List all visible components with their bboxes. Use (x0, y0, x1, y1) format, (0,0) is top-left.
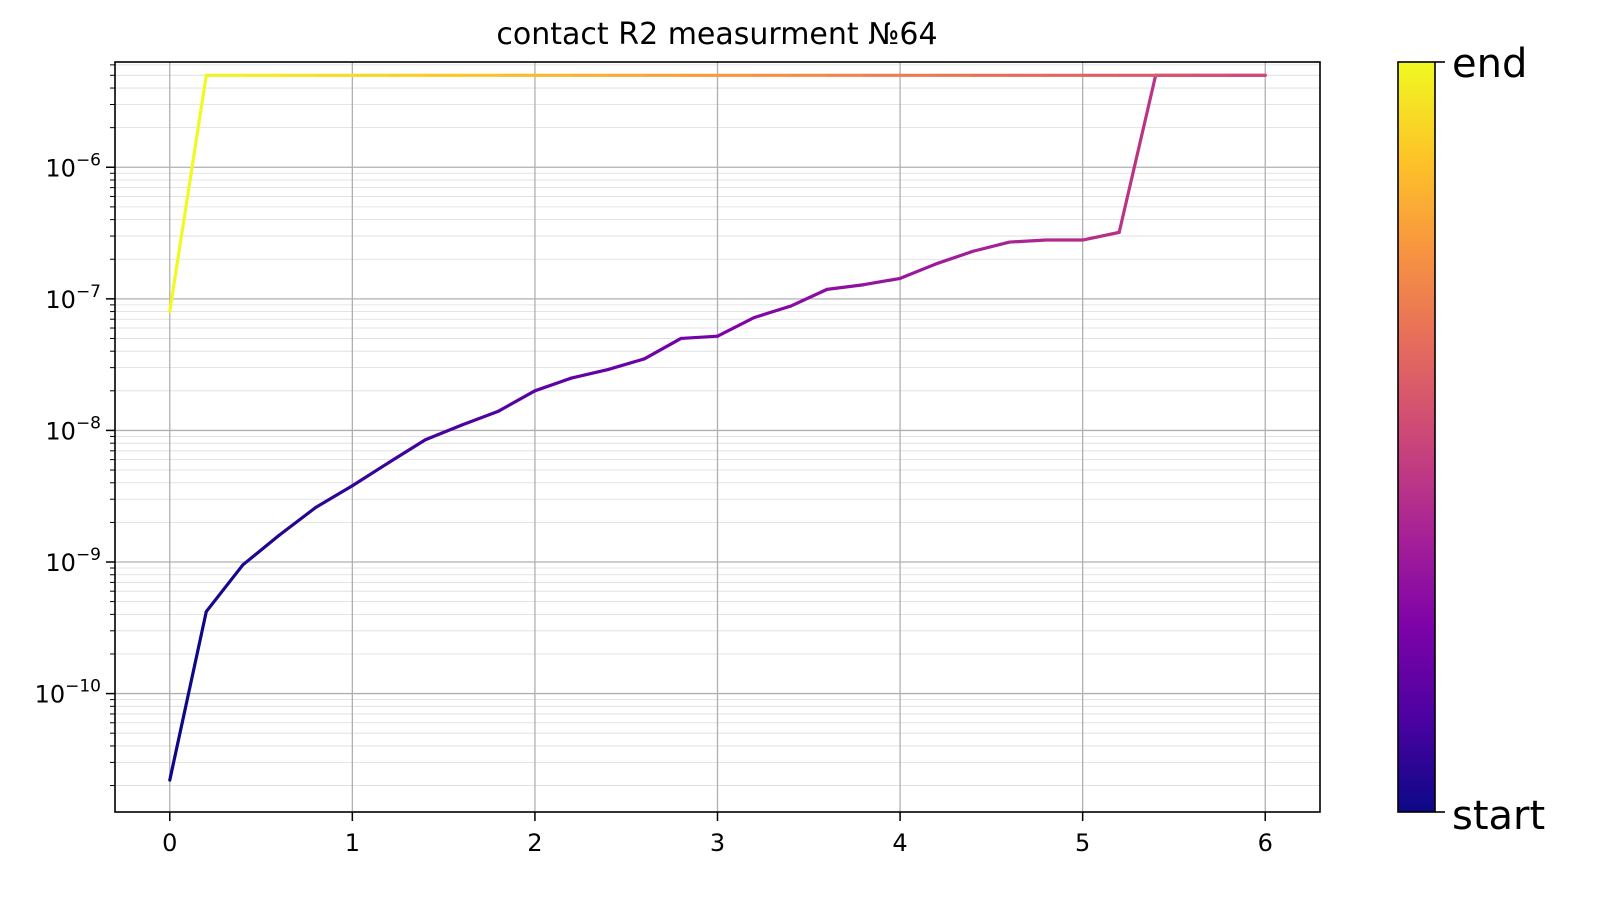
y-tick-label: 10−7 (45, 282, 101, 314)
line-segment (898, 262, 939, 281)
line-segment (277, 505, 318, 537)
line-segment (168, 609, 208, 782)
line-segment (168, 73, 208, 314)
line-segment (1081, 230, 1121, 242)
line-segment (350, 460, 391, 488)
line-segment (569, 367, 610, 380)
line-segment (204, 563, 245, 614)
line-segment (1008, 238, 1048, 244)
x-tick-label: 2 (527, 829, 542, 857)
line-segment (679, 334, 720, 341)
x-tick-label: 1 (345, 829, 360, 857)
x-axis: 0 1 2 3 4 5 6 (162, 812, 1273, 857)
series-layer (168, 73, 1267, 782)
x-tick-label: 6 (1258, 829, 1273, 857)
y-tick-label: 10−10 (35, 677, 101, 709)
line-segment (971, 240, 1012, 253)
line-segment (752, 304, 793, 320)
line-segment (788, 287, 829, 308)
x-tick-label: 0 (162, 829, 177, 857)
line-segment (314, 484, 354, 509)
x-tick-label: 3 (710, 829, 725, 857)
line-segment (423, 423, 464, 442)
line-segment (460, 409, 501, 427)
line-segment (934, 249, 975, 266)
x-tick-label: 4 (892, 829, 907, 857)
y-tick-label: 10−6 (45, 150, 101, 182)
y-tick-label: 10−8 (45, 413, 101, 445)
line-segment (715, 316, 756, 338)
colorbar (1397, 61, 1436, 813)
line-segment (861, 276, 902, 287)
line-segment (606, 357, 647, 372)
colorbar-top-label: end (1452, 41, 1527, 87)
line-segment (387, 438, 427, 465)
line-segment (1117, 73, 1158, 234)
colorbar-bottom-label: start (1452, 793, 1545, 839)
y-axis: 10−6 10−7 10−8 10−9 10−10 (35, 64, 115, 787)
line-segment (642, 336, 683, 361)
major-grid (115, 62, 1320, 812)
line-segment (825, 283, 866, 291)
line-segment (241, 533, 281, 567)
x-tick-label: 5 (1075, 829, 1090, 857)
chart-title: contact R2 measurment №64 (496, 17, 937, 52)
y-tick-label: 10−9 (45, 545, 101, 577)
line-segment (496, 389, 537, 413)
line-segment (533, 376, 574, 393)
